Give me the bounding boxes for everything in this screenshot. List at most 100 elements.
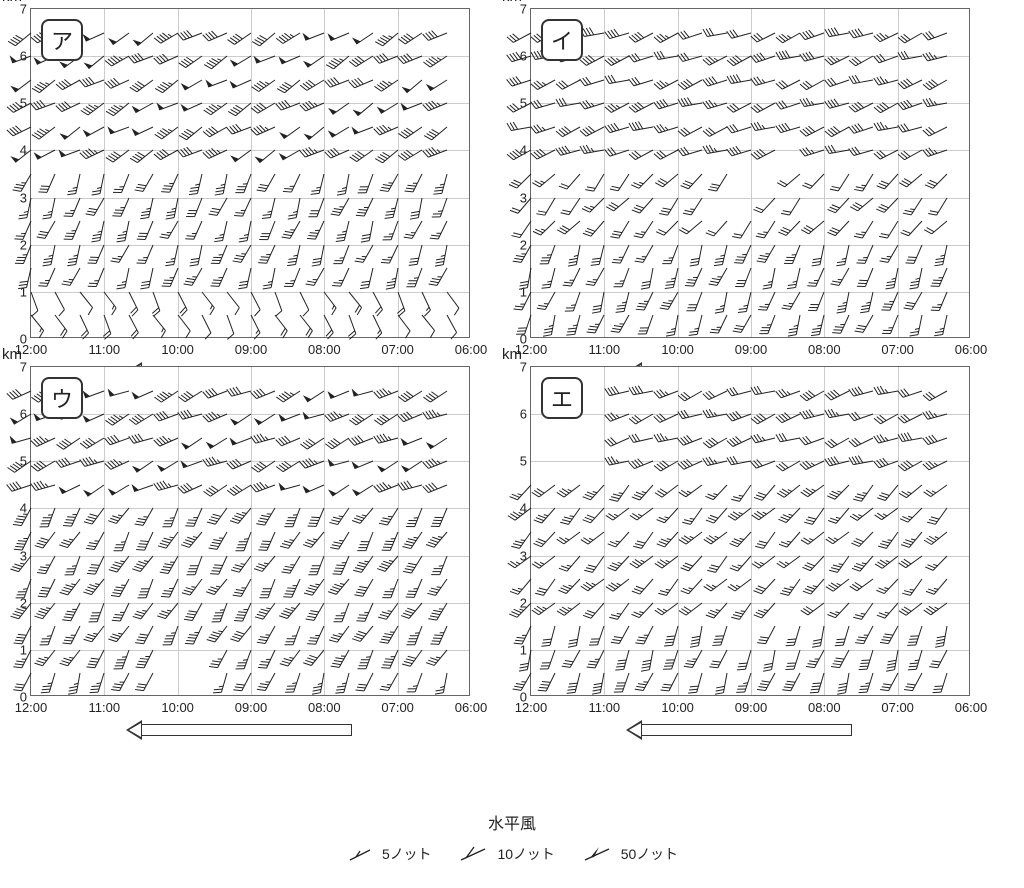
wind-barb [329,465,369,505]
wind-barb [353,606,393,646]
wind-barb [402,248,442,288]
wind-barb [902,13,942,53]
wind-barb [255,371,295,411]
hgrid [531,556,969,557]
wind-barb [927,418,967,458]
wind-barb [609,653,649,693]
wind-barb [707,107,747,147]
wind-barb [427,107,467,147]
hgrid [531,508,969,509]
wind-barb [133,248,173,288]
vgrid [678,367,679,695]
wind-barb [133,295,173,335]
wind-barb [755,418,795,458]
wind-barb [280,512,320,552]
wind-barb [255,107,295,147]
time-direction-arrow-icon [626,722,852,738]
wind-barb [609,107,649,147]
wind-barb [329,154,369,194]
y-tick-label: 1 [9,284,27,299]
wind-barb [755,465,795,505]
wind-barb [35,418,75,458]
wind-barb [927,201,967,241]
wind-barb [427,512,467,552]
x-tick-label: 08:00 [308,342,341,357]
wind-barb [133,107,173,147]
wind-barb [511,60,551,100]
wind-barb [182,606,222,646]
vgrid [104,367,105,695]
wind-barb [109,60,149,100]
wind-barb [633,371,673,411]
wind-barb [427,559,467,599]
y-tick-label: 3 [509,190,527,205]
wind-barb [853,13,893,53]
wind-barb [109,201,149,241]
wind-barb [35,465,75,505]
wind-barb [60,248,100,288]
x-tick-label: 10:00 [161,342,194,357]
x-tick-label: 06:00 [455,700,488,715]
wind-barb [609,201,649,241]
hgrid [31,650,469,651]
wind-barb [133,418,173,458]
wind-barb [402,107,442,147]
wind-barb [682,295,722,335]
hgrid [531,198,969,199]
wind-barb [133,512,173,552]
wind-barb [633,60,673,100]
wind-barb [109,154,149,194]
hgrid [531,461,969,462]
wind-barb [427,60,467,100]
x-tick-label: 10:00 [661,700,694,715]
wind-barb [402,60,442,100]
wind-barb [682,107,722,147]
wind-barb [207,559,247,599]
wind-barb [560,154,600,194]
wind-barb [853,559,893,599]
wind-barb [927,606,967,646]
wind-barb [280,248,320,288]
x-tick-label: 08:00 [808,700,841,715]
wind-barb [11,559,51,599]
hgrid [531,650,969,651]
wind-barb [853,512,893,552]
wind-barb [427,295,467,335]
wind-barb [11,295,51,335]
wind-barb [829,653,869,693]
figure-root: km0123456712:0011:0010:0009:0008:0007:00… [0,0,1024,888]
wind-barb [902,559,942,599]
wind-barb [329,107,369,147]
wind-barb [535,512,575,552]
wind-barb [633,154,673,194]
wind-barb [182,154,222,194]
vgrid [178,367,179,695]
wind-barb [829,107,869,147]
wind-barb [427,371,467,411]
wind-barb [280,418,320,458]
y-tick-label: 4 [9,501,27,516]
y-tick-label: 5 [509,96,527,111]
wind-barb [780,465,820,505]
wind-barb [133,154,173,194]
wind-barb [427,418,467,458]
vgrid [251,9,252,337]
y-tick-label: 2 [9,595,27,610]
x-tick-label: 09:00 [235,700,268,715]
legend-glyph-icon [457,844,491,864]
wind-barb [755,606,795,646]
wind-barb [707,295,747,335]
wind-barb [927,465,967,505]
wind-barb [329,13,369,53]
wind-barb [633,512,673,552]
wind-barb [780,418,820,458]
wind-barb [280,606,320,646]
wind-barb [609,295,649,335]
wind-barb [11,653,51,693]
wind-barb [109,465,149,505]
wind-barb [207,371,247,411]
wind-barb [853,107,893,147]
wind-barb [780,295,820,335]
time-direction-arrow-icon [126,722,352,738]
wind-barb [560,60,600,100]
